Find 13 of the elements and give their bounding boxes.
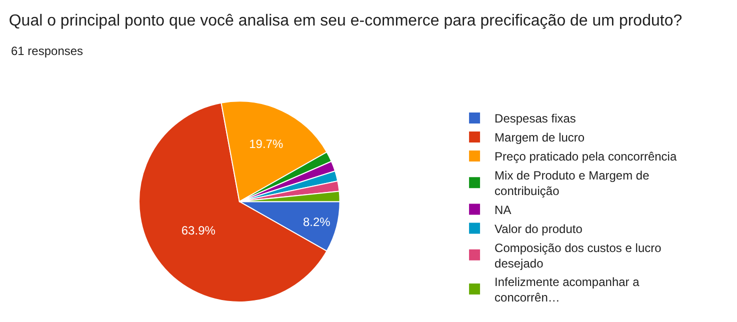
data-label: 19.7% <box>249 137 284 152</box>
legend-label: Despesas fixas <box>494 112 576 126</box>
legend-label: Margem de lucro <box>494 130 585 145</box>
chart-title: Qual o principal ponto que você analisa em seu e-commerce para precificação de um produto? <box>8 12 682 30</box>
legend-label: Composição dos custos e lucro desejado <box>494 240 662 270</box>
legend-label: NA <box>494 202 512 217</box>
legend-label: Mix de Produto e Margem de contribuição <box>494 168 650 198</box>
legend-label: Valor do produto <box>494 222 583 236</box>
data-label: 63.9% <box>181 224 216 238</box>
legend-label: Preço praticado pela concorrência <box>494 150 677 164</box>
chart-subtitle: 61 responses <box>11 44 84 58</box>
data-label: 8.2% <box>302 214 331 229</box>
legend-label: Infelizmente acompanhar a concorrên… <box>494 274 640 305</box>
